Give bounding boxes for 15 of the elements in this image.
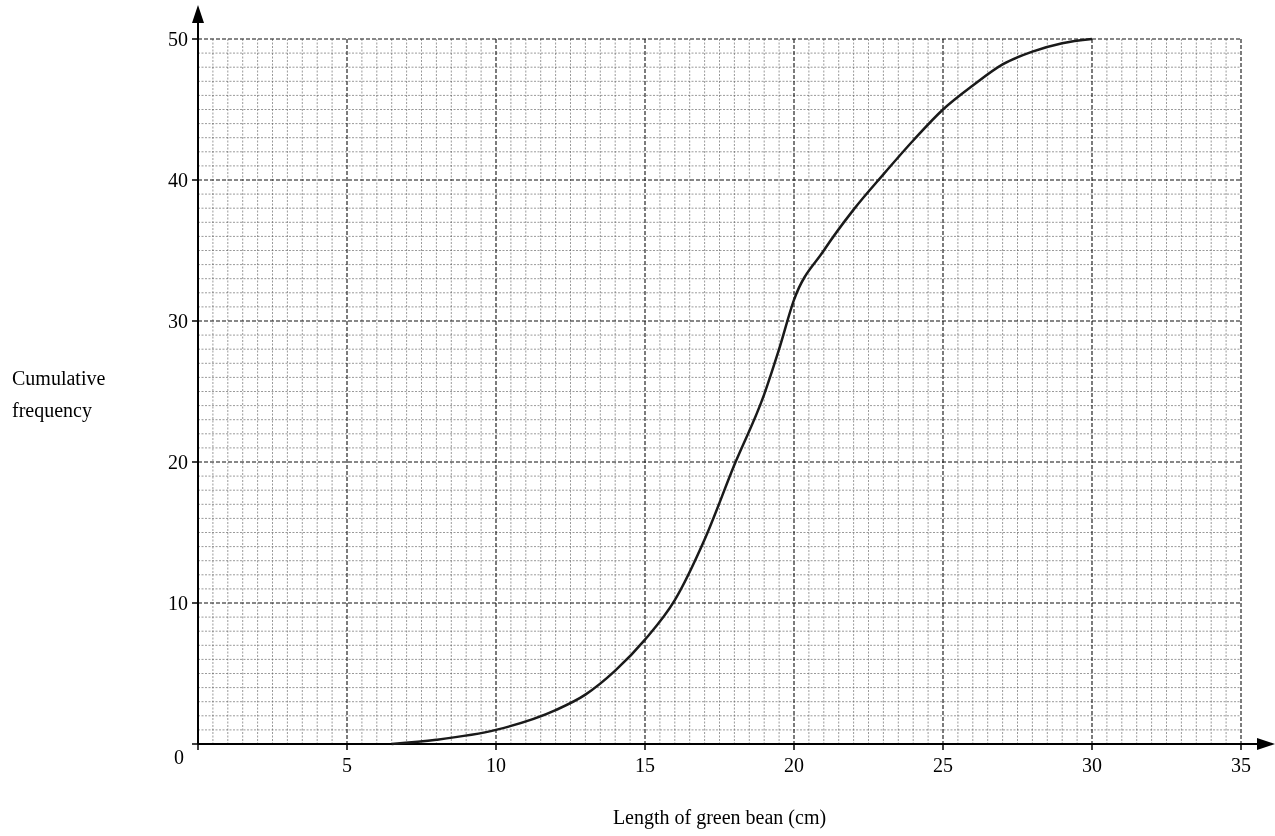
y-tick-label: 50 <box>168 28 188 50</box>
x-tick-label: 25 <box>933 754 953 776</box>
y-tick-label: 30 <box>168 310 188 332</box>
x-tick-label: 35 <box>1231 754 1251 776</box>
y-tick-label: 40 <box>168 169 188 191</box>
x-tick-label: 10 <box>486 754 506 776</box>
x-tick-label: 15 <box>635 754 655 776</box>
x-axis-title: Length of green bean (cm) <box>612 806 827 829</box>
x-tick-label: 30 <box>1082 754 1102 776</box>
y-tick-label: 20 <box>168 451 188 473</box>
x-tick-label: 20 <box>784 754 804 776</box>
y-tick-label: 0 <box>174 746 184 768</box>
x-tick-label: 5 <box>342 754 352 776</box>
y-axis-title: Cumulative frequency <box>12 367 106 422</box>
y-tick-label: 10 <box>168 592 188 614</box>
